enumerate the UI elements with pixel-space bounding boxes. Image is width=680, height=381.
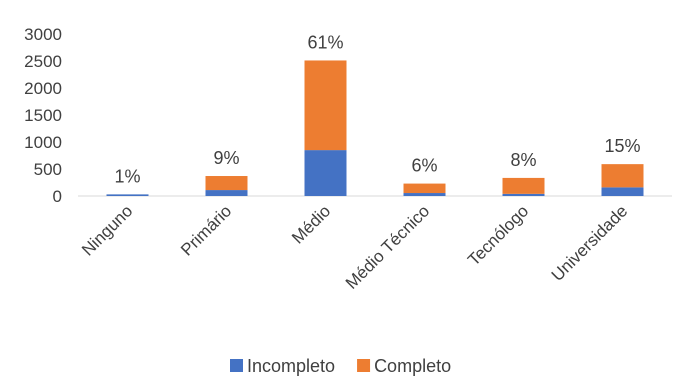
percent-labels: 1% 9% 61% 6% 8% 15% <box>114 32 640 186</box>
legend-label: Incompleto <box>247 356 335 376</box>
x-axis-category-labels: Ninguno Primário Médio Médio Técnico Tecnólo… <box>78 201 631 292</box>
y-tick-label: 500 <box>34 160 62 179</box>
bar-incompleto <box>304 150 347 196</box>
bar-completo <box>304 60 347 151</box>
y-tick-label: 1000 <box>24 133 62 152</box>
percent-label: 8% <box>510 150 536 170</box>
y-tick-label: 1500 <box>24 106 62 125</box>
y-tick-label: 2500 <box>24 52 62 71</box>
bar-incompleto <box>205 190 248 196</box>
percent-label: 1% <box>114 166 140 186</box>
x-category-label: Universidade <box>548 201 632 285</box>
legend: Incompleto Completo <box>230 356 451 376</box>
y-axis-ticks: 0 500 1000 1500 2000 2500 3000 <box>24 25 62 206</box>
x-category-label: Médio <box>288 201 334 247</box>
bar-incompleto <box>601 187 644 196</box>
x-category-label: Médio Técnico <box>342 201 433 292</box>
percent-label: 61% <box>307 32 343 52</box>
bar-incompleto <box>106 194 149 196</box>
y-tick-label: 3000 <box>24 25 62 44</box>
percent-label: 15% <box>604 136 640 156</box>
legend-label: Completo <box>374 356 451 376</box>
x-category-label: Ninguno <box>78 201 136 259</box>
bars <box>106 60 644 196</box>
bar-completo <box>403 183 446 194</box>
x-category-label: Tecnólogo <box>464 201 532 269</box>
bar-completo <box>502 177 545 194</box>
bar-completo <box>601 164 644 188</box>
x-category-label: Primário <box>177 201 235 259</box>
bar-incompleto <box>502 193 545 196</box>
legend-swatch-incompleto <box>230 359 243 372</box>
percent-label: 6% <box>411 156 437 176</box>
bar-incompleto <box>403 193 446 196</box>
y-tick-label: 2000 <box>24 79 62 98</box>
bar-completo <box>205 176 248 191</box>
percent-label: 9% <box>213 148 239 168</box>
legend-swatch-completo <box>357 359 371 372</box>
y-tick-label: 0 <box>53 187 62 206</box>
